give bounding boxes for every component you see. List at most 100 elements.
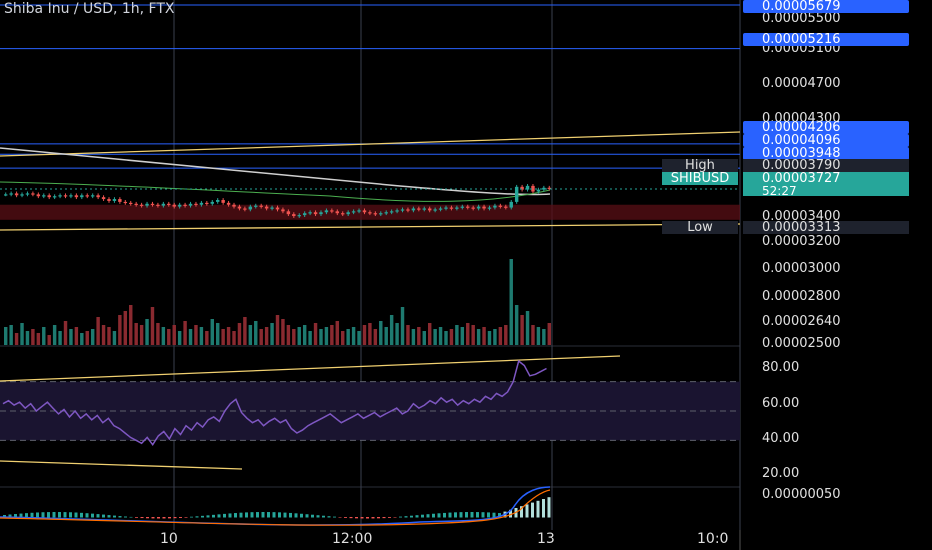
candle <box>237 206 242 209</box>
macd-histogram-bar <box>311 514 314 518</box>
candle <box>379 213 383 215</box>
macd-histogram-bar <box>41 512 45 518</box>
volume-bar <box>292 329 296 345</box>
macd-histogram-bar <box>195 516 199 518</box>
macd-histogram-bar <box>184 517 188 518</box>
trendline <box>0 131 741 157</box>
volume-bar <box>145 319 149 345</box>
level-label[interactable]: 0.00005679 <box>743 0 909 14</box>
level-label[interactable]: 0.00005216 <box>743 33 909 47</box>
macd-histogram-bar <box>157 517 160 519</box>
macd-histogram-bar <box>206 515 210 518</box>
macd-histogram-bar <box>278 512 281 518</box>
volume-bar <box>215 323 220 345</box>
candle <box>281 209 285 212</box>
candle <box>536 189 541 192</box>
candle <box>324 210 329 213</box>
moving-average-line <box>0 181 551 202</box>
macd-histogram-bar <box>223 513 226 518</box>
candle <box>134 203 138 205</box>
candle <box>118 199 122 202</box>
candle <box>384 212 388 214</box>
macd-histogram-bar <box>74 512 78 518</box>
macd-histogram-bar <box>96 514 100 518</box>
candle <box>542 187 546 190</box>
macd-histogram-bar <box>25 513 28 518</box>
volume-bar <box>411 329 416 345</box>
macd-histogram-bar <box>36 512 39 518</box>
candle <box>52 196 57 198</box>
macd-histogram-bar <box>234 513 237 518</box>
candle-countdown: 52:27 <box>762 184 797 198</box>
volume-bar <box>422 331 426 345</box>
candle <box>210 201 214 204</box>
level-label[interactable]: 0.00003948 <box>743 147 909 161</box>
candle <box>525 185 530 190</box>
candle <box>14 193 19 196</box>
candle <box>427 208 432 211</box>
price-tick: 0.00004700 <box>762 76 841 91</box>
candle <box>504 206 508 208</box>
volume-bar <box>139 325 144 345</box>
candle <box>275 207 280 210</box>
macd-histogram-bar <box>168 517 171 519</box>
candle <box>433 209 437 211</box>
macd-histogram-bar <box>399 516 402 518</box>
macd-histogram-bar <box>520 506 523 518</box>
volume-bar <box>150 307 155 345</box>
volume-bar <box>183 321 187 345</box>
trendline <box>0 460 243 470</box>
candle <box>243 208 247 210</box>
volume-bar <box>547 323 551 345</box>
candle <box>47 195 51 198</box>
macd-histogram-bar <box>349 517 353 519</box>
candle <box>313 212 318 215</box>
volume-bar <box>335 321 340 345</box>
level-label[interactable]: 0.00004206 <box>743 121 909 135</box>
candle <box>9 193 13 195</box>
macd-histogram-bar <box>415 515 419 518</box>
volume-bar <box>346 329 350 345</box>
macd-histogram-bar <box>85 513 89 518</box>
candle <box>107 199 111 201</box>
low-tag: Low <box>662 221 738 235</box>
volume-bar <box>417 327 421 345</box>
volume-bar <box>379 321 383 345</box>
volume-bar <box>123 311 128 345</box>
candle <box>101 197 106 200</box>
volume-bar <box>308 331 312 345</box>
candle <box>509 201 513 208</box>
macd-histogram-bar <box>135 517 138 518</box>
volume-bar <box>177 331 182 345</box>
macd-histogram-bar <box>283 512 287 518</box>
candle <box>161 203 166 206</box>
volume-bar <box>476 329 481 345</box>
macd-histogram-bar <box>360 517 364 519</box>
volume-bar <box>460 327 465 345</box>
volume-bar <box>373 329 378 345</box>
volume-bar <box>324 327 329 345</box>
volume-bar <box>368 323 372 345</box>
volume-bar <box>504 325 508 345</box>
volume-bar <box>85 331 89 345</box>
volume-bar <box>514 305 519 345</box>
candle <box>254 205 258 207</box>
volume-bar <box>63 321 68 345</box>
candle <box>357 210 361 212</box>
candle <box>466 206 470 208</box>
volume-bar <box>237 323 242 345</box>
volume-bar <box>264 327 269 345</box>
level-label[interactable]: 0.00004096 <box>743 134 909 148</box>
macd-histogram-bar <box>129 516 133 518</box>
macd-histogram-bar <box>19 513 23 518</box>
macd-histogram-bar <box>305 514 309 518</box>
candle <box>449 207 454 209</box>
macd-histogram-bar <box>91 513 94 518</box>
time-label: 10 <box>160 531 178 547</box>
candle <box>547 187 551 189</box>
volume-bar <box>520 315 524 345</box>
macd-histogram-bar <box>140 517 144 519</box>
volume-bar <box>466 323 470 345</box>
macd-histogram-bar <box>239 512 243 518</box>
